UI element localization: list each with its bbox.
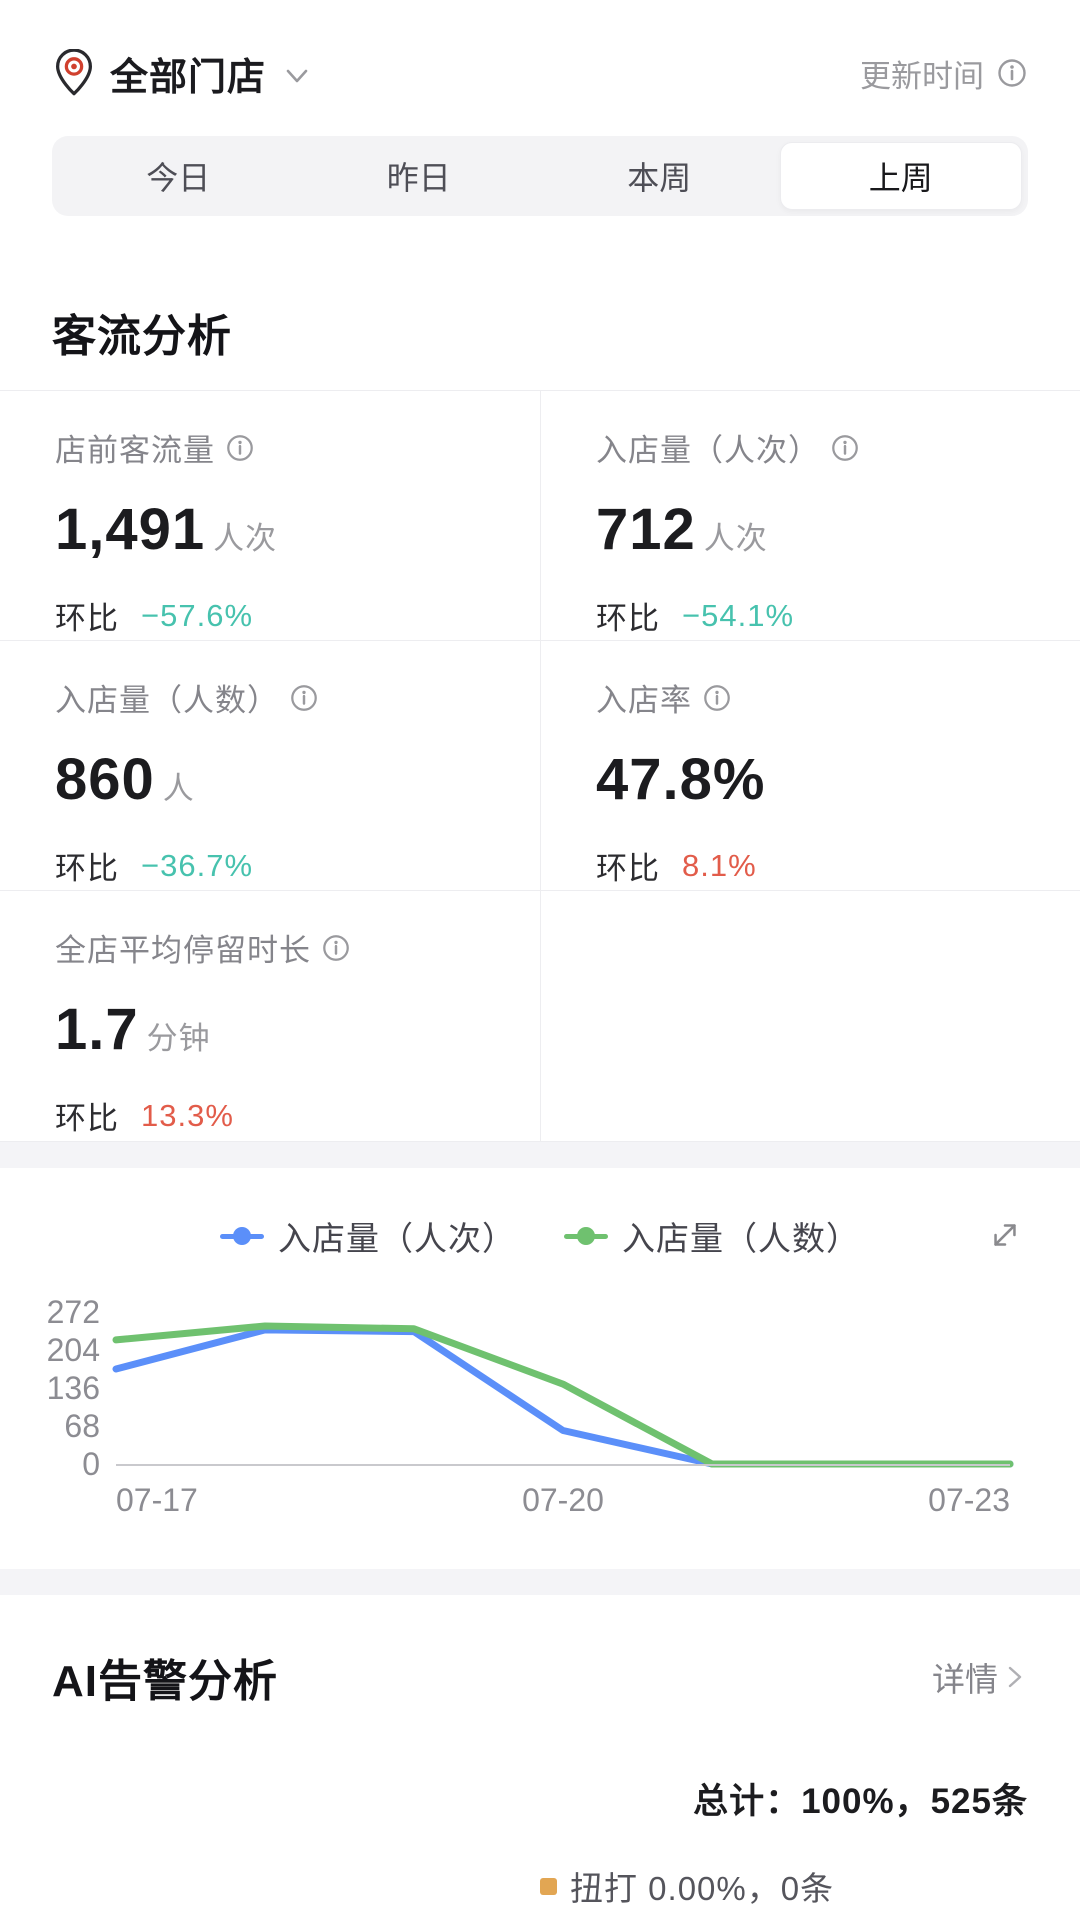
alert-pie-legend: 扭打 0.00%，0条 (0, 1862, 1080, 1908)
chart-legend: 入店量（人次） 入店量（人数） (0, 1214, 1080, 1258)
metric-value: 860 (55, 747, 155, 812)
metric-label: 入店量（人次） (596, 433, 820, 468)
tab-last-week[interactable]: 上周 (779, 142, 1022, 210)
info-icon[interactable] (996, 57, 1028, 89)
metric-label: 入店量（人数） (55, 683, 279, 718)
legend-label: 入店量（人次） (278, 1220, 516, 1257)
metric-value: 47.8% (596, 747, 766, 812)
x-axis-line (116, 1464, 1010, 1466)
metric-unit: 人次 (213, 521, 278, 556)
traffic-section-title: 客流分析 (52, 312, 232, 361)
x-tick: 07-20 (522, 1482, 604, 1518)
y-tick: 68 (64, 1408, 100, 1444)
legend-item-entry-people[interactable]: 入店量（人数） (564, 1212, 860, 1260)
delta-label: 环比 (55, 851, 119, 886)
y-tick: 204 (46, 1332, 100, 1368)
metric-card-avg-dwell-time: 全店平均停留时长 1.7 分钟 环比 13.3% (0, 891, 540, 1141)
x-tick: 07-17 (116, 1482, 198, 1518)
metric-card-entry-rate: 入店率 47.8% 环比 8.1% (540, 641, 1080, 891)
tab-today[interactable]: 今日 (146, 160, 211, 196)
metric-grid: 店前客流量 1,491 人次 环比 −57.6% 入店量（人次） 712 人次 (0, 390, 1080, 1142)
date-range-tabbar: 今日 昨日 本周 上周 (52, 136, 1028, 216)
metric-unit: 人次 (703, 521, 768, 556)
chevron-right-icon (1008, 1666, 1022, 1688)
metric-value: 1,491 (55, 497, 206, 562)
y-tick: 0 (82, 1446, 100, 1482)
header: 全部门店 更新时间 (0, 0, 1080, 104)
delta-value: 13.3% (141, 1097, 234, 1133)
delta-value: −54.1% (682, 597, 795, 633)
metric-card-empty (540, 891, 1080, 1141)
legend-item-entry-visits[interactable]: 入店量（人次） (220, 1212, 516, 1260)
line-series-marker-icon (564, 1225, 608, 1247)
alert-total-text: 总计：100%，525条 (693, 1782, 1028, 1821)
metric-label: 店前客流量 (55, 433, 215, 468)
tab-this-week[interactable]: 本周 (627, 160, 692, 196)
metric-label: 入店率 (596, 683, 692, 718)
info-icon[interactable] (225, 433, 255, 463)
info-icon[interactable] (830, 433, 860, 463)
delta-label: 环比 (596, 601, 660, 636)
delta-value: −36.7% (141, 847, 254, 883)
metric-value: 1.7 (55, 997, 139, 1062)
line-chart-plot: 0 68 136 204 272 (0, 1295, 1080, 1481)
info-icon[interactable] (289, 683, 319, 713)
expand-fullscreen-icon[interactable] (984, 1214, 1026, 1256)
delta-value: 8.1% (682, 847, 757, 883)
tab-yesterday[interactable]: 昨日 (386, 160, 451, 196)
delta-value: −57.6% (141, 597, 254, 633)
x-tick: 07-23 (928, 1482, 1010, 1518)
details-label: 详情 (932, 1661, 998, 1698)
delta-label: 环比 (55, 1101, 119, 1136)
store-selector-label[interactable]: 全部门店 (110, 56, 267, 99)
metric-card-storefront-traffic: 店前客流量 1,491 人次 环比 −57.6% (0, 391, 540, 641)
legend-square-icon (540, 1877, 557, 1895)
ai-alert-title: AI告警分析 (52, 1657, 278, 1706)
update-time-label: 更新时间 (860, 58, 984, 94)
info-icon[interactable] (702, 683, 732, 713)
traffic-line-chart-card: 入店量（人次） 入店量（人数） 0 68 136 204 272 (0, 1168, 1080, 1569)
details-link[interactable]: 详情 (932, 1653, 1028, 1701)
info-icon[interactable] (321, 933, 351, 963)
metric-unit: 分钟 (146, 1021, 211, 1056)
legend-label: 入店量（人数） (622, 1220, 860, 1257)
delta-label: 环比 (596, 851, 660, 886)
metric-card-entry-count-visits: 入店量（人次） 712 人次 环比 −54.1% (540, 391, 1080, 641)
line-chart-canvas[interactable] (116, 1312, 1010, 1464)
section-separator (0, 1569, 1080, 1595)
ai-alert-section-header: AI告警分析 详情 (52, 1645, 1028, 1709)
y-tick: 272 (46, 1294, 100, 1330)
update-time[interactable]: 更新时间 (860, 51, 1028, 96)
y-axis-labels: 0 68 136 204 272 (0, 1295, 100, 1481)
chevron-down-icon[interactable] (282, 63, 312, 89)
y-tick: 136 (46, 1370, 100, 1406)
section-separator (0, 1142, 1080, 1168)
metric-value: 712 (596, 497, 696, 562)
metric-unit: 人 (162, 771, 195, 806)
location-pin-icon (56, 49, 92, 96)
x-axis-labels: 07-17 07-20 07-23 (116, 1482, 1010, 1519)
alert-legend-item[interactable]: 扭打 0.00%，0条 (540, 1862, 834, 1910)
delta-label: 环比 (55, 601, 119, 636)
metric-label: 全店平均停留时长 (55, 933, 311, 968)
line-series-marker-icon (220, 1225, 264, 1247)
metric-card-entry-count-people: 入店量（人数） 860 人 环比 −36.7% (0, 641, 540, 891)
alert-legend-label: 扭打 0.00%，0条 (570, 1870, 835, 1907)
